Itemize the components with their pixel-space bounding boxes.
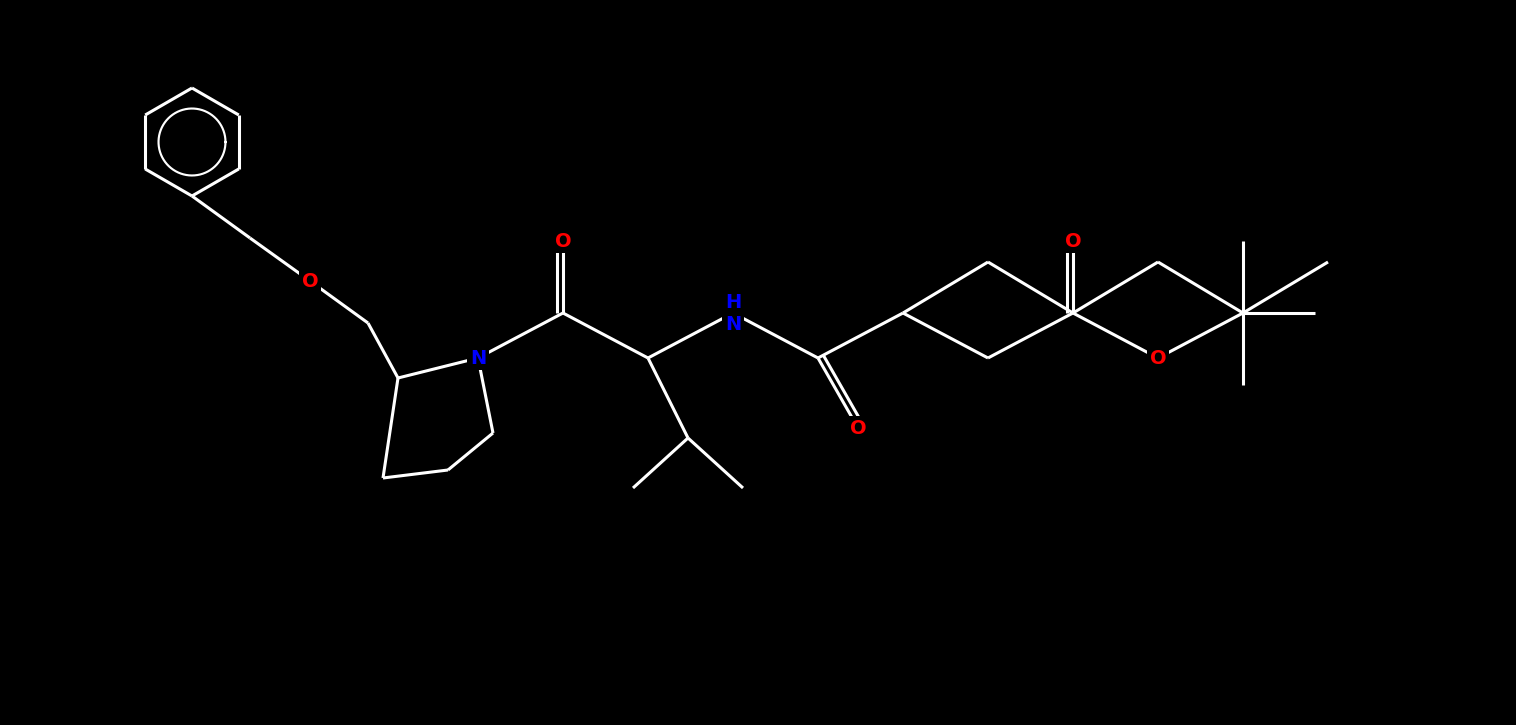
Text: O: O <box>1149 349 1166 368</box>
Text: O: O <box>1064 231 1081 251</box>
Text: O: O <box>302 271 318 291</box>
Text: H
N: H N <box>725 292 741 334</box>
Text: N: N <box>470 349 487 368</box>
Text: O: O <box>849 418 866 437</box>
Text: O: O <box>555 231 572 251</box>
